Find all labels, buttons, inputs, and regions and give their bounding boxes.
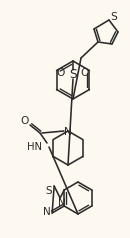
Text: N: N [58,198,66,208]
Text: O: O [21,116,29,126]
Text: O: O [81,68,89,78]
Text: O: O [57,68,65,78]
Text: S: S [69,68,77,80]
Text: S: S [46,186,53,196]
Text: HN: HN [28,142,43,152]
Text: N: N [64,127,72,137]
Text: N: N [43,207,51,217]
Text: S: S [110,12,117,22]
